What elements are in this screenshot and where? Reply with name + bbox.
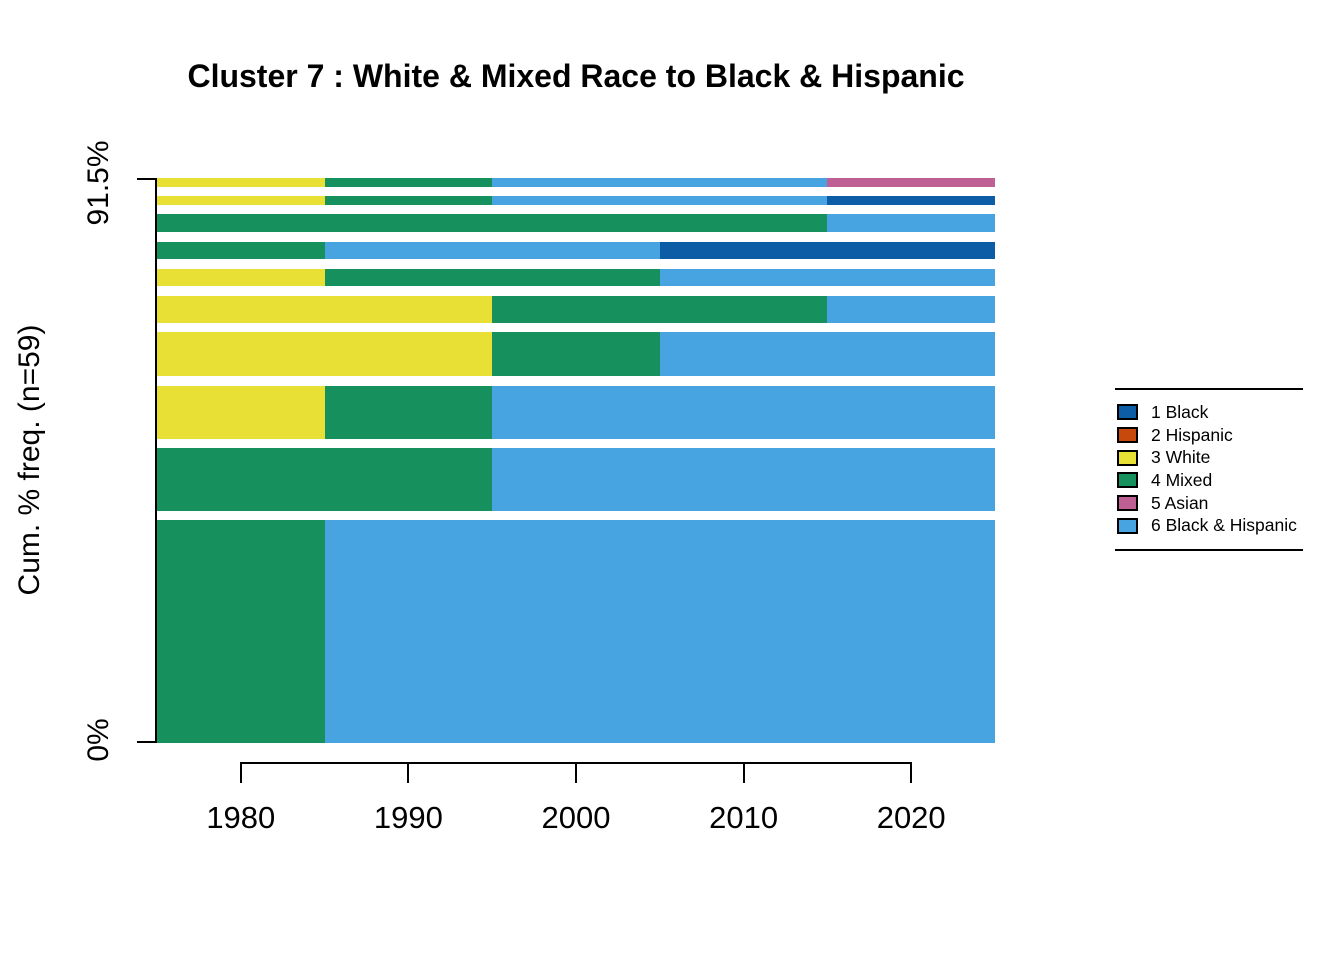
y-tick-label-top: 91.5% (82, 140, 115, 226)
sequence-bar (157, 385, 995, 440)
bar-segment-mixed (324, 268, 660, 287)
legend-label: 5 Asian (1151, 492, 1209, 513)
legend-item-mixed: 4 Mixed (1117, 469, 1305, 492)
legend-label: 3 White (1151, 447, 1211, 468)
legend-label: 6 Black & Hispanic (1151, 515, 1297, 536)
bar-segment-black_hispanic (324, 520, 995, 743)
sequence-bar (157, 196, 995, 206)
bar-segment-black (659, 241, 995, 260)
chart-title: Cluster 7 : White & Mixed Race to Black … (187, 58, 965, 94)
bar-segment-mixed (157, 241, 325, 260)
y-axis-tick-bottom (137, 741, 157, 743)
bar-segment-white (157, 385, 325, 440)
legend-top-border (1115, 388, 1303, 390)
bar-segment-black_hispanic (492, 385, 995, 440)
sequence-bar (157, 448, 995, 511)
x-tick-label: 1980 (206, 800, 276, 835)
y-axis-line (155, 178, 157, 743)
bar-segment-mixed (324, 385, 493, 440)
bar-segment-mixed (157, 448, 493, 511)
plot-area (157, 178, 995, 743)
bar-segment-white (157, 295, 493, 323)
bar-segment-mixed (492, 331, 660, 377)
x-axis-tick (910, 762, 913, 783)
y-axis-label: Cum. % freq. (n=59) (13, 324, 46, 596)
bar-segment-black_hispanic (492, 448, 995, 511)
x-tick-label: 2020 (876, 800, 946, 835)
x-axis: 1980 1990 2000 2010 2020 (157, 762, 995, 852)
x-axis-tick (239, 762, 242, 783)
bar-segment-black (827, 196, 995, 206)
legend-item-hispanic: 2 Hispanic (1117, 424, 1305, 447)
bar-segment-mixed (492, 295, 828, 323)
sequence-bar (157, 178, 995, 187)
x-axis-tick (742, 762, 745, 783)
bar-segment-black_hispanic (492, 178, 828, 187)
y-tick-label-bottom: 0% (82, 718, 115, 762)
bar-segment-mixed (157, 214, 828, 233)
bar-segment-black_hispanic (324, 241, 660, 260)
legend-items: 1 Black 2 Hispanic 3 White 4 Mixed 5 Asian 6 … (1115, 390, 1305, 549)
legend-swatch-icon (1117, 404, 1138, 421)
bar-segment-black_hispanic (827, 295, 995, 323)
bar-segment-black_hispanic (492, 196, 828, 206)
bar-segment-mixed (324, 178, 493, 187)
bar-segment-asian (827, 178, 995, 187)
x-tick-label: 2000 (541, 800, 611, 835)
legend-swatch-icon (1117, 517, 1138, 534)
legend-swatch-icon (1117, 472, 1138, 489)
sequence-bar (157, 214, 995, 233)
bar-segment-mixed (324, 196, 493, 206)
bar-segment-white (157, 331, 493, 377)
x-tick-label: 1990 (373, 800, 443, 835)
legend-item-white: 3 White (1117, 446, 1305, 469)
legend-swatch-icon (1117, 427, 1138, 444)
bar-segment-black_hispanic (827, 214, 995, 233)
legend-item-black: 1 Black (1117, 401, 1305, 424)
sequence-bar (157, 520, 995, 743)
sequence-bar (157, 295, 995, 323)
x-axis-tick (407, 762, 410, 783)
bar-segment-black_hispanic (659, 331, 995, 377)
sequence-bar (157, 331, 995, 377)
sequence-bar (157, 241, 995, 260)
bar-segment-white (157, 178, 325, 187)
legend-item-asian: 5 Asian (1117, 492, 1305, 515)
x-axis-tick (575, 762, 577, 783)
bar-segment-black_hispanic (659, 268, 995, 287)
legend: 1 Black 2 Hispanic 3 White 4 Mixed 5 Asian 6 … (1115, 388, 1305, 552)
bar-segment-white (157, 196, 325, 206)
x-tick-label: 2010 (709, 800, 779, 835)
sequence-bar (157, 268, 995, 287)
legend-label: 4 Mixed (1151, 469, 1213, 490)
legend-bottom-border (1115, 549, 1303, 552)
legend-item-black_hispanic: 6 Black & Hispanic (1117, 514, 1305, 537)
bar-segment-mixed (157, 520, 325, 743)
legend-swatch-icon (1117, 449, 1138, 466)
legend-label: 1 Black (1151, 401, 1209, 422)
legend-label: 2 Hispanic (1151, 424, 1233, 445)
y-axis-tick-top (137, 178, 157, 180)
legend-swatch-icon (1117, 495, 1138, 512)
bar-segment-white (157, 268, 325, 287)
